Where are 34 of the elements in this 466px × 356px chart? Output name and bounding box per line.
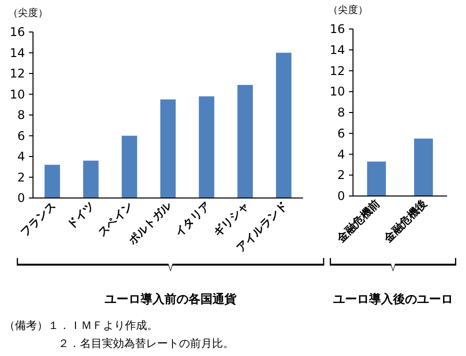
y-tick-label: 12 <box>330 64 345 78</box>
bar <box>198 96 214 198</box>
y-tick-label: 2 <box>17 170 25 184</box>
bar <box>122 136 138 198</box>
bar <box>276 52 292 198</box>
y-tick-label: 8 <box>337 106 345 120</box>
y-tick-label: 8 <box>17 108 25 122</box>
bar <box>237 84 253 198</box>
y-tick-label: 14 <box>10 46 25 60</box>
y-tick-label: 12 <box>10 66 25 80</box>
text: ２．名目実効為替レートの前月比。 <box>58 337 234 350</box>
x-tick-label: ドイツ <box>64 198 97 232</box>
bar <box>83 160 99 198</box>
x-tick-label: イタリア <box>172 198 213 240</box>
x-axis-title: ユーロ導入前の各国通貨 <box>104 292 238 306</box>
y-tick-label: 2 <box>337 168 345 182</box>
y-tick-label: 14 <box>330 42 345 57</box>
y-tick-label: 0 <box>337 189 345 203</box>
y-tick-label: 6 <box>17 128 25 143</box>
y-tick-label: 16 <box>330 22 345 36</box>
x-tick-label: 金融危機後 <box>380 196 430 246</box>
y-tick-label: 10 <box>330 84 345 99</box>
y-tick-label: 0 <box>17 191 25 205</box>
y-tick-label: 4 <box>337 147 345 162</box>
y-axis-title: （尖度） <box>328 4 368 16</box>
bar <box>44 164 60 198</box>
x-axis-title: ユーロ導入後のユーロ <box>333 292 453 306</box>
y-tick-label: 16 <box>10 25 25 39</box>
y-tick-label: 6 <box>337 126 345 140</box>
y-axis-title: （尖度） <box>8 7 48 19</box>
y-tick-label: 10 <box>10 87 25 102</box>
y-tick-label: 4 <box>17 150 25 164</box>
text: （備考）１．ＩＭＦより作成。 <box>4 319 158 332</box>
bar <box>160 99 176 198</box>
